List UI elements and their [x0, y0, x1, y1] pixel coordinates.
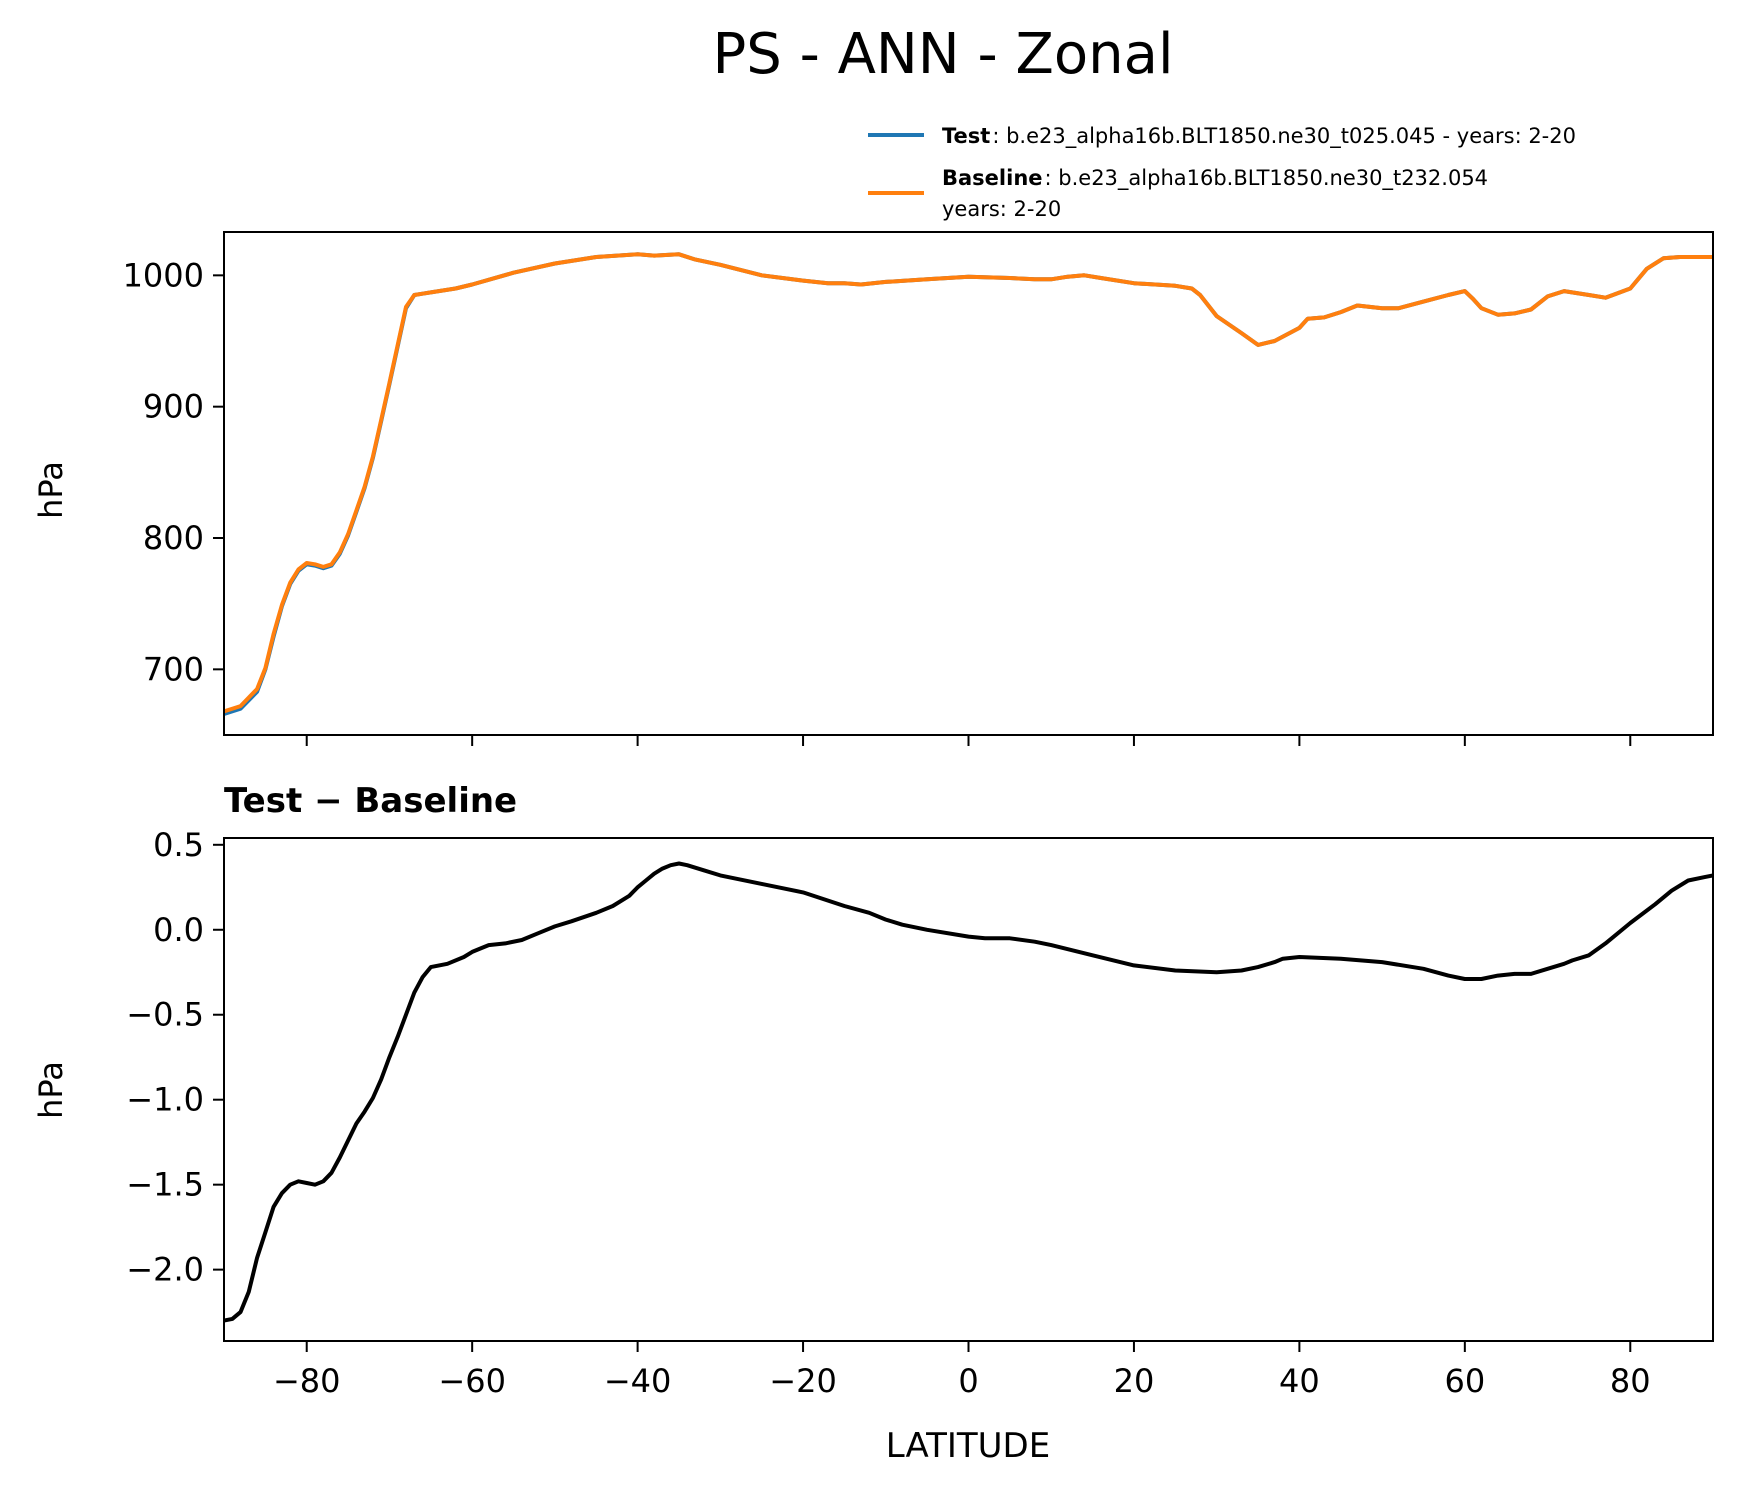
- legend-test-entry: Test: b.e23_alpha16b.BLT1850.ne30_t025.0…: [942, 124, 1576, 149]
- bottom-panel-title: Test − Baseline: [224, 781, 517, 821]
- bottom-series-line-difference: [223, 861, 1714, 1323]
- bottom-x-tick-label: 40: [1279, 1362, 1320, 1400]
- bottom-y-tick-label: −1.0: [126, 1081, 204, 1119]
- legend-baseline-text: : b.e23_alpha16b.BLT1850.ne30_t232.054: [1045, 166, 1489, 191]
- bottom-series-group: [223, 861, 1714, 1323]
- legend-baseline-text2: years: 2-20: [942, 197, 1061, 221]
- legend-baseline-label: Baseline: [942, 166, 1043, 190]
- bottom-plot-frame: [223, 837, 1714, 1342]
- top-y-tick-label: 800: [143, 519, 204, 557]
- bottom-y-tick-label: −1.5: [126, 1166, 204, 1204]
- legend-test-text: : b.e23_alpha16b.BLT1850.ne30_t025.045 -…: [992, 124, 1576, 149]
- top-panel: 700 800 900 1000 hPa: [32, 231, 1714, 746]
- bottom-y-tick-label: 0.5: [153, 826, 204, 864]
- top-y-tick-label: 700: [143, 650, 204, 688]
- figure-title: PS - ANN - Zonal: [712, 22, 1173, 87]
- legend-baseline-entry: Baseline: b.e23_alpha16b.BLT1850.ne30_t2…: [942, 166, 1488, 191]
- bottom-ticks-group: −80 −60 −40 −20 0 20 40 60 80 −2.0 −1.5 −1.0 −0.5 0.0…: [126, 826, 1650, 1400]
- bottom-x-axis-label: LATITUDE: [886, 1426, 1050, 1466]
- bottom-x-tick-label: −60: [438, 1362, 506, 1400]
- bottom-panel: Test − Baseline −80 −60 −40 −20 0 20 40 60 80 −2.…: [32, 781, 1714, 1466]
- bottom-y-axis-label: hPa: [32, 1061, 70, 1119]
- top-y-tick-label: 1000: [123, 256, 204, 294]
- bottom-x-tick-label: 0: [958, 1362, 978, 1400]
- legend-test-label: Test: [942, 124, 990, 148]
- bottom-y-tick-label: −2.0: [126, 1251, 204, 1289]
- top-series-line-baseline: [223, 252, 1713, 714]
- bottom-x-tick-label: −20: [769, 1362, 837, 1400]
- bottom-x-tick-label: −80: [273, 1362, 341, 1400]
- top-y-axis-label: hPa: [32, 461, 70, 519]
- top-y-tick-label: 900: [143, 388, 204, 426]
- top-plot-frame: [223, 231, 1714, 736]
- bottom-x-tick-label: 60: [1444, 1362, 1485, 1400]
- bottom-y-tick-label: 0.0: [153, 911, 204, 949]
- bottom-y-tick-label: −0.5: [126, 996, 204, 1034]
- bottom-x-tick-label: −40: [604, 1362, 672, 1400]
- bottom-x-tick-label: 80: [1610, 1362, 1651, 1400]
- top-series-group: [223, 252, 1713, 716]
- legend: Test: b.e23_alpha16b.BLT1850.ne30_t025.0…: [868, 124, 1576, 221]
- top-ticks-group: 700 800 900 1000: [123, 256, 1632, 746]
- bottom-x-tick-label: 20: [1114, 1362, 1155, 1400]
